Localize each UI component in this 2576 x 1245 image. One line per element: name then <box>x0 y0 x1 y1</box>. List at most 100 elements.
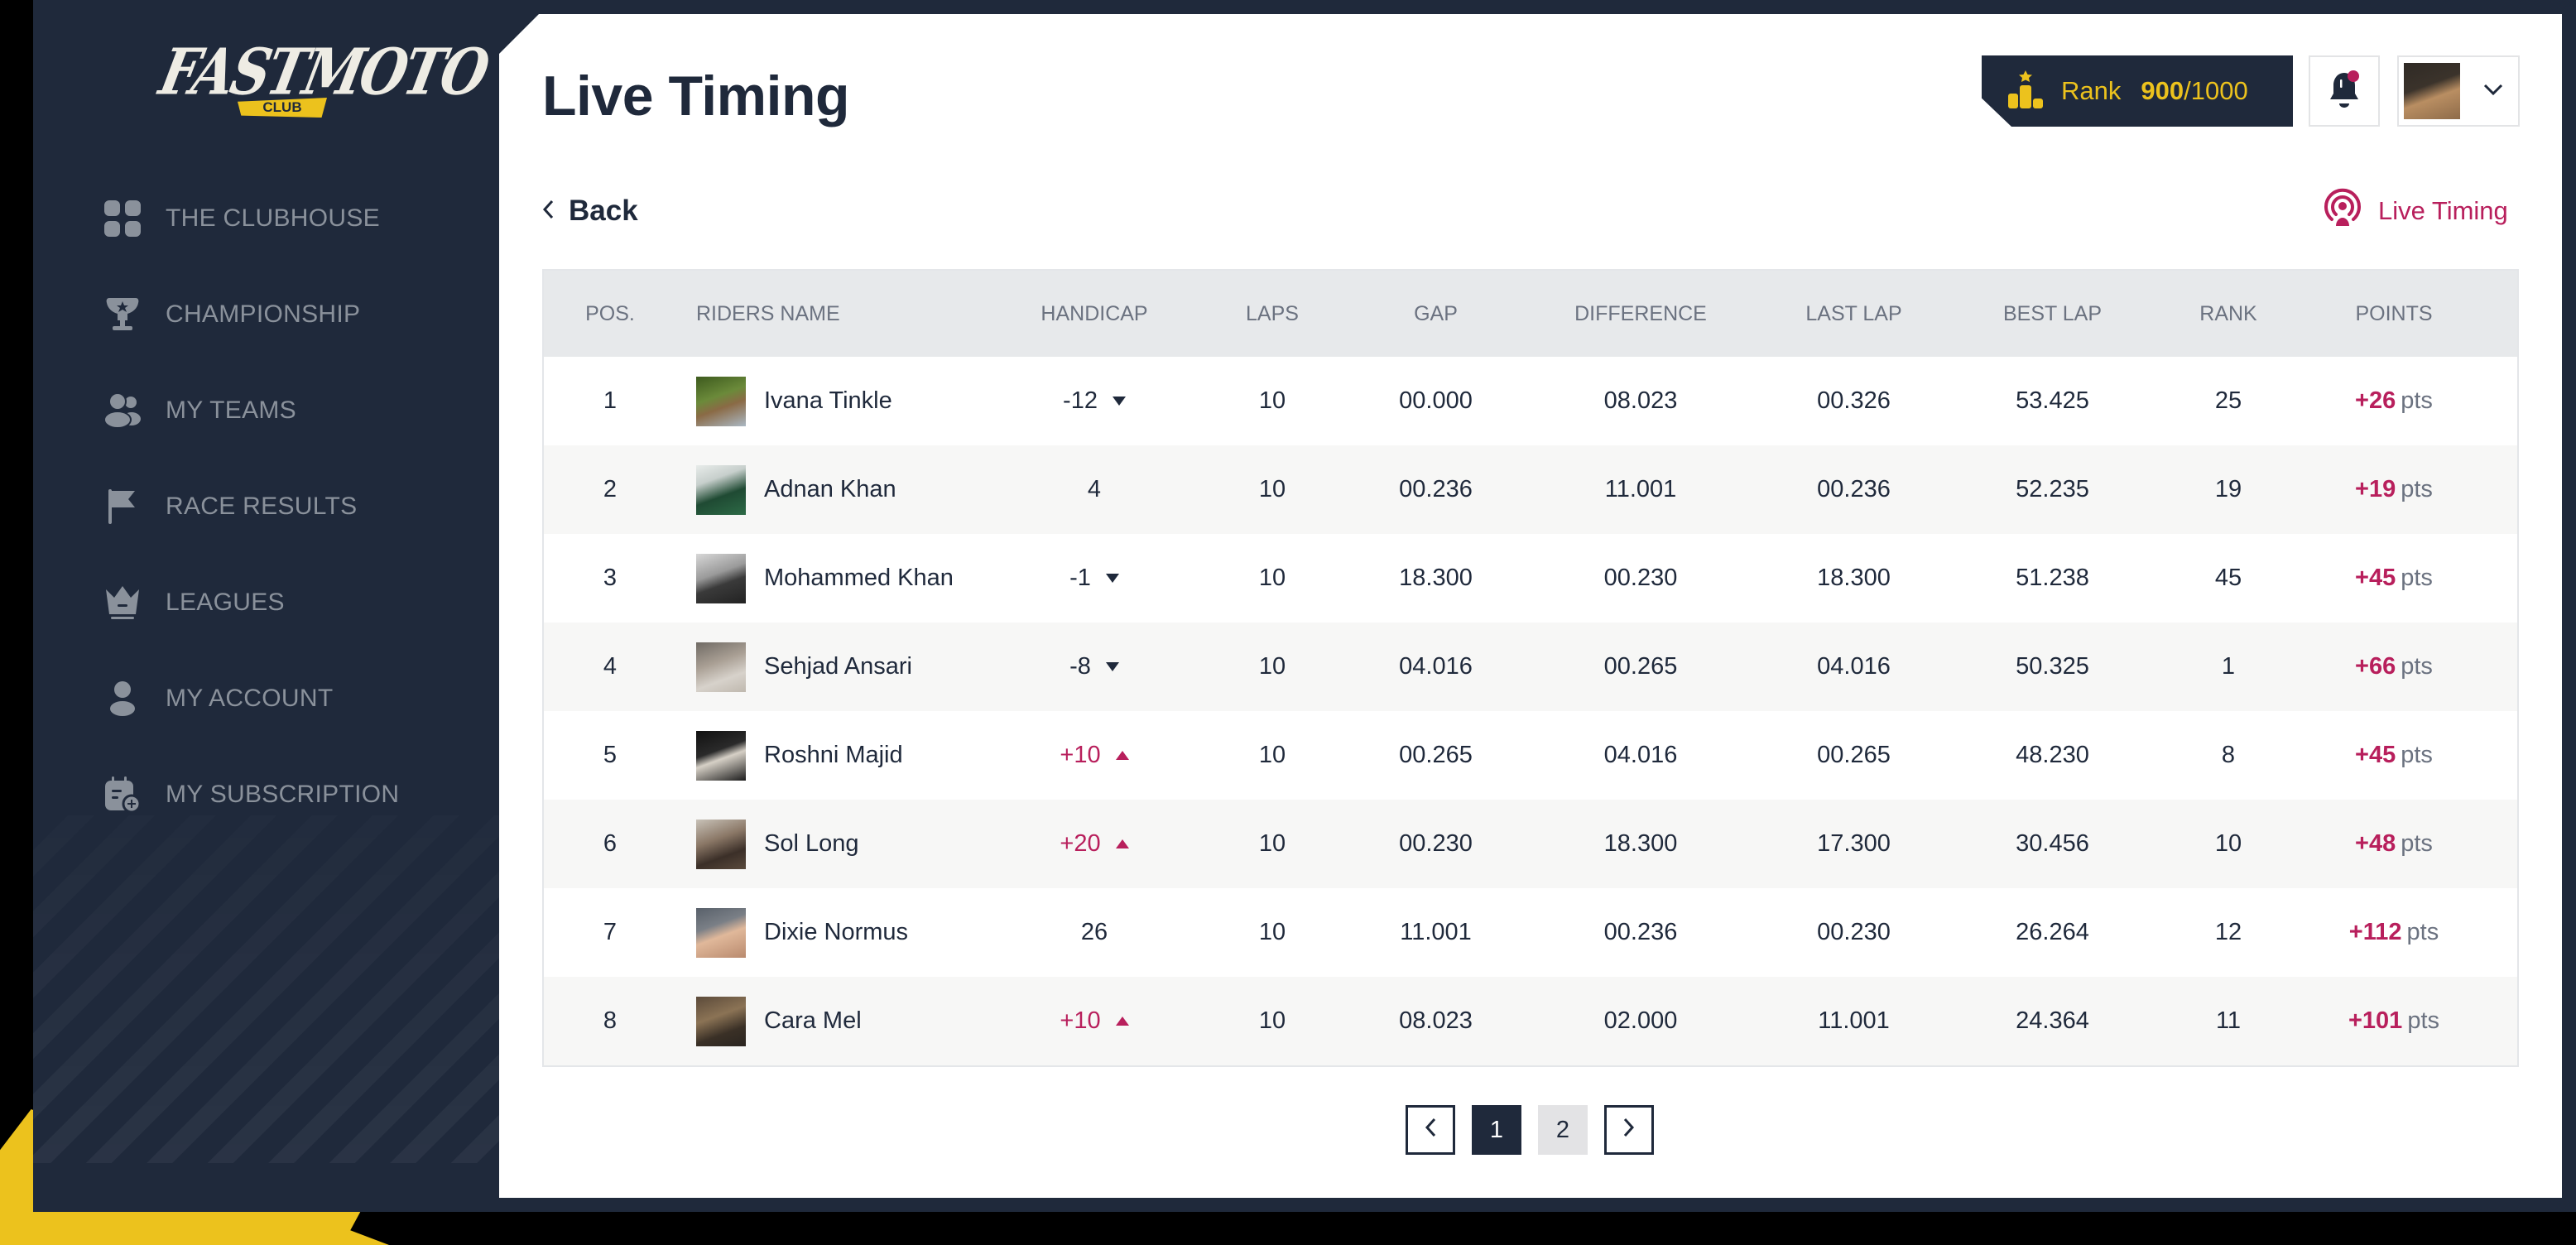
handicap-value: -8 <box>1069 653 1091 680</box>
column-header-rank[interactable]: RANK <box>2199 301 2257 325</box>
cell-difference: 02.000 <box>1603 1007 1678 1034</box>
calendar-add-icon <box>104 776 141 813</box>
cell-rider: Mohammed Khan <box>676 553 991 603</box>
cell-difference: 04.016 <box>1603 742 1678 768</box>
points-value: +45 <box>2355 565 2396 591</box>
cell-laps: 10 <box>1258 476 1286 502</box>
fastmoto-logo[interactable]: FASTMOTO CLUB <box>153 36 493 120</box>
column-header-difference[interactable]: DIFFERENCE <box>1574 301 1707 325</box>
cell-last-lap: 00.236 <box>1817 476 1891 502</box>
column-header-riders-name[interactable]: RIDERS NAME <box>696 301 840 325</box>
cell-last-lap: 04.016 <box>1817 653 1891 680</box>
trend-up-icon <box>1115 1017 1129 1026</box>
cell-pos: 5 <box>603 742 618 768</box>
points-unit: pts <box>2407 1007 2439 1034</box>
cell-best-lap: 30.456 <box>2016 830 2089 857</box>
trend-down-icon <box>1105 574 1119 583</box>
previous-page-button[interactable] <box>1406 1105 1455 1155</box>
cell-difference: 18.300 <box>1603 830 1678 857</box>
column-header-points[interactable]: POINTS <box>2355 301 2433 325</box>
chevron-down-icon <box>2483 84 2503 99</box>
cell-best-lap: 50.325 <box>2016 653 2089 680</box>
sidebar-item-label: MY TEAMS <box>166 397 296 424</box>
column-header-handicap[interactable]: HANDICAP <box>1040 301 1148 325</box>
points-unit: pts <box>2401 387 2433 414</box>
cell-laps: 10 <box>1258 653 1286 680</box>
sidebar-item-leagues[interactable]: LEAGUES <box>104 555 399 651</box>
live-timing-link[interactable]: Live Timing <box>2324 188 2508 233</box>
table-row[interactable]: 1 Ivana Tinkle -12 10 00.000 08.023 00.326 53.4… <box>544 357 2517 445</box>
cell-last-lap: 00.326 <box>1817 387 1891 414</box>
cell-difference: 08.023 <box>1603 387 1678 414</box>
cell-laps: 10 <box>1258 830 1286 857</box>
cell-rider: Sehjad Ansari <box>676 642 991 692</box>
rider-name: Mohammed Khan <box>764 565 954 591</box>
back-label: Back <box>569 195 638 227</box>
table-row[interactable]: 8 Cara Mel +10 10 08.023 02.000 11.001 24.364 11… <box>544 977 2517 1065</box>
handicap-value: -1 <box>1069 565 1091 591</box>
cell-rider: Ivana Tinkle <box>676 376 991 426</box>
next-page-button[interactable] <box>1604 1105 1654 1155</box>
avatar <box>2404 63 2460 119</box>
table-row[interactable]: 4 Sehjad Ansari -8 10 04.016 00.265 04.016 50.3… <box>544 622 2517 711</box>
cell-handicap: +10 <box>991 742 1198 769</box>
handicap-value: +10 <box>1060 1007 1101 1034</box>
sidebar-item-label: RACE RESULTS <box>166 493 358 520</box>
points-value: +19 <box>2355 476 2396 502</box>
cell-pos: 3 <box>603 565 618 591</box>
column-header-gap[interactable]: GAP <box>1414 301 1458 325</box>
column-header-last-lap[interactable]: LAST LAP <box>1805 301 1902 325</box>
sidebar-item-the-clubhouse[interactable]: THE CLUBHOUSE <box>104 171 399 267</box>
sidebar-item-race-results[interactable]: RACE RESULTS <box>104 459 399 555</box>
cell-handicap: -12 <box>991 387 1198 415</box>
user-menu-button[interactable] <box>2397 55 2520 127</box>
cell-handicap: +10 <box>991 1007 1198 1035</box>
table-row[interactable]: 2 Adnan Khan 4 10 00.236 11.001 00.236 52.235 19… <box>544 445 2517 534</box>
back-button[interactable]: Back <box>542 195 638 228</box>
cell-best-lap: 24.364 <box>2016 1007 2089 1034</box>
sidebar-item-championship[interactable]: CHAMPIONSHIP <box>104 267 399 363</box>
column-header-pos[interactable]: POS. <box>585 301 635 325</box>
column-header-best-lap[interactable]: BEST LAP <box>2002 301 2103 325</box>
points-unit: pts <box>2401 830 2433 857</box>
chevron-left-icon <box>1425 1117 1436 1144</box>
rider-avatar <box>696 819 746 869</box>
rider-name: Roshni Majid <box>764 742 903 768</box>
table-row[interactable]: 3 Mohammed Khan -1 10 18.300 00.230 18.300 51.2… <box>544 534 2517 622</box>
page-button-1[interactable]: 1 <box>1472 1105 1521 1155</box>
sidebar-item-my-account[interactable]: MY ACCOUNT <box>104 651 399 747</box>
cell-gap: 18.300 <box>1399 565 1473 591</box>
cell-gap: 00.236 <box>1399 476 1473 502</box>
chevron-left-icon <box>542 199 554 224</box>
live-timing-label: Live Timing <box>2378 195 2508 225</box>
cell-difference: 11.001 <box>1604 476 1677 502</box>
table-body: 1 Ivana Tinkle -12 10 00.000 08.023 00.326 53.4… <box>544 357 2517 1065</box>
cell-pos: 1 <box>603 387 618 414</box>
column-header-laps[interactable]: LAPS <box>1246 301 1299 325</box>
page-button-2[interactable]: 2 <box>1538 1105 1588 1155</box>
table-row[interactable]: 6 Sol Long +20 10 00.230 18.300 17.300 30.456 10… <box>544 800 2517 888</box>
table-row[interactable]: 5 Roshni Majid +10 10 00.265 04.016 00.265 48.2… <box>544 711 2517 800</box>
cell-laps: 10 <box>1258 387 1286 414</box>
cell-laps: 10 <box>1258 919 1286 945</box>
cell-laps: 10 <box>1258 565 1286 591</box>
sidebar-item-my-teams[interactable]: MY TEAMS <box>104 363 399 459</box>
rider-avatar <box>696 996 746 1046</box>
cell-gap: 00.265 <box>1399 742 1473 768</box>
cell-last-lap: 17.300 <box>1817 830 1891 857</box>
rider-name: Adnan Khan <box>764 476 896 502</box>
cell-points: +45 pts <box>2303 565 2485 592</box>
cell-rider: Dixie Normus <box>676 907 991 958</box>
cell-points: +26 pts <box>2303 387 2485 415</box>
sidebar-item-my-subscription[interactable]: MY SUBSCRIPTION <box>104 747 399 843</box>
cell-gap: 08.023 <box>1399 1007 1473 1034</box>
cell-handicap: 4 <box>991 476 1198 503</box>
cell-best-lap: 26.264 <box>2016 919 2089 945</box>
cell-rider: Cara Mel <box>676 996 991 1046</box>
cell-pos: 6 <box>603 830 618 857</box>
table-row[interactable]: 7 Dixie Normus 26 10 11.001 00.236 00.230 26.26… <box>544 888 2517 977</box>
cell-rank: 19 <box>2214 476 2242 502</box>
points-value: +48 <box>2355 830 2396 857</box>
cell-last-lap: 11.001 <box>1818 1007 1890 1034</box>
notifications-button[interactable] <box>2309 55 2380 127</box>
